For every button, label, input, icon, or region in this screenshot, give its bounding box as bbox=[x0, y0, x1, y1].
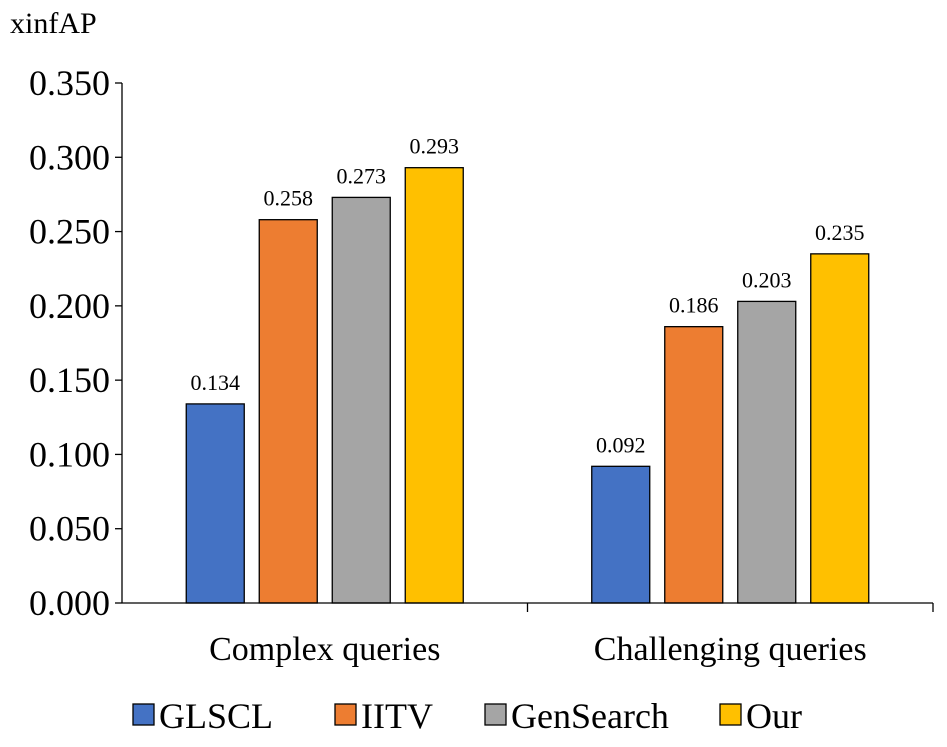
legend: GLSCL IITV GenSearch Our bbox=[132, 696, 802, 736]
bar-data-label: 0.235 bbox=[815, 220, 865, 245]
y-tick-label: 0.350 bbox=[29, 63, 110, 103]
legend-label-our: Our bbox=[746, 696, 802, 736]
y-axis-title: xinfAP bbox=[10, 7, 97, 40]
legend-label-glscl: GLSCL bbox=[159, 696, 273, 736]
bar-gensearch-challenging bbox=[737, 300, 797, 604]
bar-data-label: 0.273 bbox=[337, 163, 387, 188]
bars-group: 0.134 0.258 0.273 0.293 0.092 0.186 0.203 0.235 bbox=[185, 134, 870, 604]
y-tick-label: 0.100 bbox=[29, 434, 110, 474]
legend-swatch-gensearch bbox=[484, 703, 507, 726]
legend-swatch-our bbox=[719, 703, 742, 726]
bar-iitv-complex bbox=[258, 219, 318, 604]
legend-label-gensearch: GenSearch bbox=[511, 696, 669, 736]
y-axis-ticks: 0.000 0.050 0.100 0.150 0.200 0.250 0.300 0.350 bbox=[29, 63, 122, 623]
y-tick-label: 0.300 bbox=[29, 137, 110, 177]
x-category-label: Complex queries bbox=[209, 631, 440, 668]
bar-data-label: 0.134 bbox=[191, 370, 241, 395]
legend-swatch-iitv bbox=[334, 703, 357, 726]
bar-glscl-challenging bbox=[591, 465, 651, 604]
bar-data-label: 0.293 bbox=[410, 134, 460, 159]
bar-gensearch-complex bbox=[331, 196, 391, 604]
bar-data-label: 0.203 bbox=[742, 267, 792, 292]
bar-our-complex bbox=[404, 167, 464, 604]
bar-glscl-complex bbox=[185, 403, 245, 604]
bar-our-challenging bbox=[810, 253, 870, 604]
y-tick-label: 0.250 bbox=[29, 212, 110, 252]
bar-data-label: 0.258 bbox=[264, 186, 314, 211]
bar-data-label: 0.186 bbox=[669, 293, 719, 318]
axes-group bbox=[121, 83, 934, 612]
legend-swatch-glscl bbox=[132, 703, 155, 726]
bar-data-label: 0.092 bbox=[596, 432, 646, 457]
y-tick-label: 0.000 bbox=[29, 583, 110, 623]
y-tick-label: 0.200 bbox=[29, 286, 110, 326]
legend-label-iitv: IITV bbox=[361, 696, 433, 736]
y-tick-label: 0.150 bbox=[29, 360, 110, 400]
x-category-label: Challenging queries bbox=[594, 631, 867, 668]
bar-iitv-challenging bbox=[664, 326, 724, 604]
y-tick-label: 0.050 bbox=[29, 509, 110, 549]
category-labels: Complex queries Challenging queries bbox=[209, 631, 867, 668]
